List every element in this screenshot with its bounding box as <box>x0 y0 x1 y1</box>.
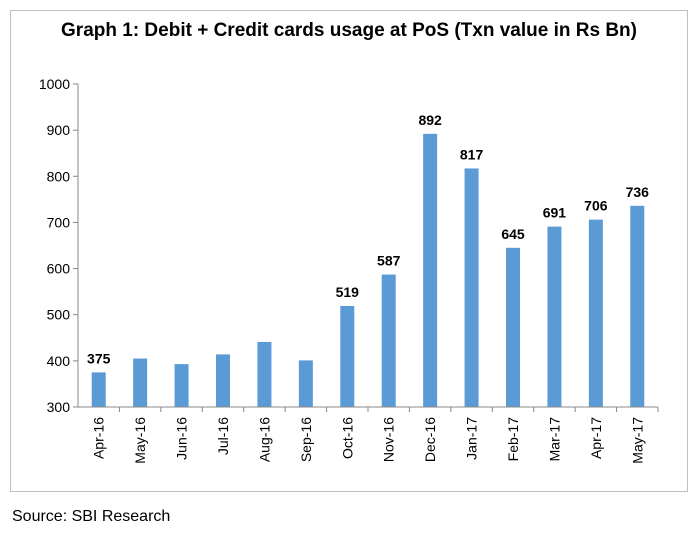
x-tick-label: May-16 <box>132 417 148 464</box>
x-tick-label: Apr-16 <box>91 417 107 459</box>
data-label: 892 <box>418 112 442 128</box>
x-tick-label: Jul-16 <box>215 417 231 455</box>
x-tick-label: May-17 <box>629 417 645 464</box>
x-tick-label: Sep-16 <box>298 417 314 462</box>
y-tick-label: 600 <box>47 261 71 277</box>
bar-apr-16 <box>91 372 106 407</box>
x-tick-label: Jan-17 <box>464 417 480 460</box>
data-labels: 375 519 587 892 817 645 691 706 736 <box>87 112 649 367</box>
bar-jul-16 <box>216 354 230 407</box>
x-tick-label: Dec-16 <box>422 417 438 462</box>
bar-jun-16 <box>174 364 189 407</box>
source-note: Source: SBI Research <box>12 508 171 525</box>
bar-apr-17 <box>588 219 603 407</box>
data-label: 519 <box>336 284 360 300</box>
x-tick-label: Jun-16 <box>174 417 190 460</box>
bar-jan-17 <box>464 168 479 407</box>
y-tick-label: 800 <box>47 168 71 184</box>
data-label: 706 <box>584 198 608 214</box>
bar-aug-16 <box>257 341 272 407</box>
bar-oct-16 <box>340 305 355 407</box>
data-label: 375 <box>87 350 111 366</box>
x-tick-label: Feb-17 <box>505 417 521 462</box>
y-tick-label: 1000 <box>39 76 70 92</box>
data-label: 817 <box>460 146 484 162</box>
chart-frame <box>10 10 688 492</box>
x-axis: Apr-16 May-16 Jun-16 Jul-16 Aug-16 Sep-16 Oct-… <box>78 406 659 464</box>
bar-feb-17 <box>506 247 520 407</box>
x-tick-label: Apr-17 <box>588 417 604 459</box>
data-label: 645 <box>501 226 525 242</box>
bar-mar-17 <box>547 226 562 407</box>
x-tick-label: Mar-17 <box>546 417 562 462</box>
bar-nov-16 <box>381 274 396 407</box>
bar-dec-16 <box>423 133 438 407</box>
bar-may-17 <box>630 205 645 407</box>
y-tick-label: 400 <box>47 353 71 369</box>
chart-title: Graph 1: Debit + Credit cards usage at P… <box>61 20 637 41</box>
bars <box>91 133 645 407</box>
x-tick-label: Aug-16 <box>256 417 272 462</box>
y-axis: 300 400 500 600 700 800 900 1000 <box>39 76 79 415</box>
data-label: 691 <box>543 205 567 221</box>
y-tick-label: 700 <box>47 214 71 230</box>
bar-may-16 <box>133 358 148 407</box>
y-tick-label: 900 <box>47 122 71 138</box>
bar-sep-16 <box>298 360 313 407</box>
y-tick-label: 500 <box>47 307 71 323</box>
data-label: 736 <box>626 184 650 200</box>
x-tick-label: Oct-16 <box>339 417 355 459</box>
y-tick-label: 300 <box>47 399 71 415</box>
x-tick-label: Nov-16 <box>381 417 397 462</box>
data-label: 587 <box>377 253 401 269</box>
